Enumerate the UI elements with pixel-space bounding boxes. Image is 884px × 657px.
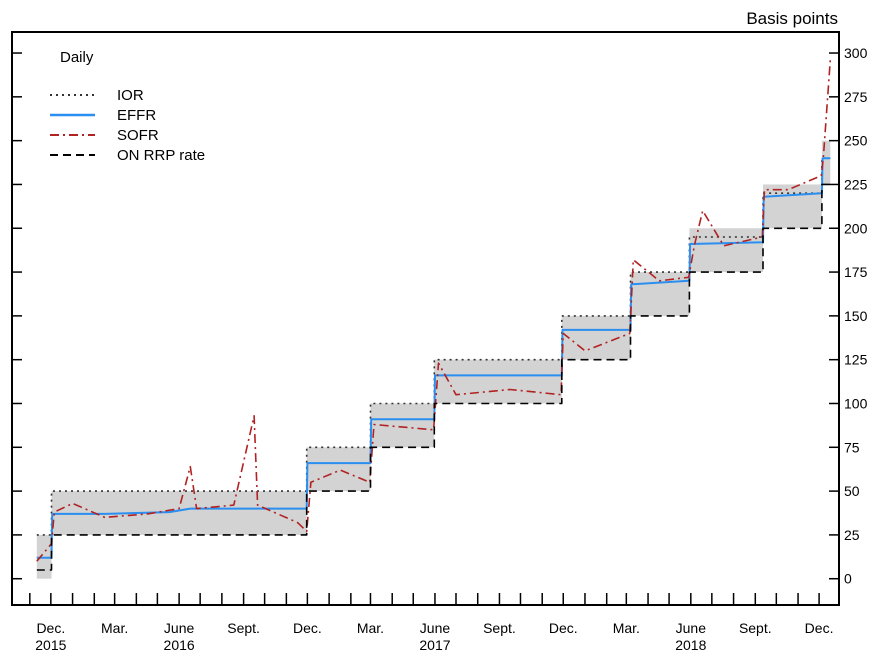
- y-tick-label: 275: [844, 89, 868, 105]
- x-tick-label: June: [676, 620, 707, 636]
- legend-label: ON RRP rate: [117, 147, 205, 164]
- legend: Daily IOR EFFR SOFR ON RRP rate: [50, 49, 205, 164]
- x-tick-label: Mar.: [357, 620, 384, 636]
- y-tick-label: 0: [844, 571, 852, 587]
- y-tick-label: 300: [844, 45, 868, 61]
- y-tick-label: 250: [844, 133, 868, 149]
- x-tick-label: Sept.: [483, 620, 516, 636]
- x-tick-label: June: [420, 620, 451, 636]
- unit-label: Basis points: [746, 9, 838, 28]
- target-range-box: [561, 315, 631, 360]
- target-range-box: [630, 272, 690, 316]
- x-tick-year-label: 2018: [675, 637, 706, 653]
- y-tick-label: 175: [844, 264, 868, 280]
- target-range-box: [306, 447, 371, 492]
- y-tick-label: 50: [844, 483, 860, 499]
- x-tick-label: Dec.: [805, 620, 834, 636]
- series-line-ior: [36, 157, 831, 536]
- series-line-on-rrp-rate: [36, 183, 831, 571]
- x-tick-label: June: [164, 620, 195, 636]
- y-tick-label: 25: [844, 527, 860, 543]
- x-tick-label: Mar.: [613, 620, 640, 636]
- x-tick-label: Dec.: [293, 620, 322, 636]
- y-tick-label: 125: [844, 352, 868, 368]
- x-tick-label: Dec.: [549, 620, 578, 636]
- series-line-sofr: [36, 59, 832, 562]
- x-tick-year-label: 2017: [419, 637, 450, 653]
- target-range-box: [763, 184, 822, 229]
- target-range-box: [434, 359, 562, 404]
- plot-frame: [11, 31, 840, 606]
- legend-label: SOFR: [117, 127, 159, 144]
- legend-label: IOR: [117, 87, 144, 104]
- x-tick-label: Mar.: [101, 620, 128, 636]
- series-line-effr: [36, 157, 831, 559]
- y-tick-label: 150: [844, 308, 868, 324]
- legend-title: Daily: [60, 49, 94, 66]
- shading-layer: [36, 140, 831, 579]
- x-tick-year-label: 2015: [35, 637, 66, 653]
- target-range-box: [821, 140, 831, 185]
- x-tick-label: Sept.: [227, 620, 260, 636]
- x-tick-year-label: 2016: [164, 637, 195, 653]
- y-tick-label: 100: [844, 395, 868, 411]
- legend-label: EFFR: [117, 107, 156, 124]
- x-tick-label: Sept.: [739, 620, 772, 636]
- target-range-box: [689, 228, 764, 273]
- y-tick-label: 225: [844, 176, 868, 192]
- y-axis: 0 25 50 75 100 125 150 175 200 225 250 275 300: [12, 45, 868, 587]
- y-tick-label: 200: [844, 220, 868, 236]
- x-tick-label: Dec.: [36, 620, 65, 636]
- series-layer: [36, 59, 832, 571]
- plot-border: [11, 31, 840, 606]
- y-tick-label: 75: [844, 439, 860, 455]
